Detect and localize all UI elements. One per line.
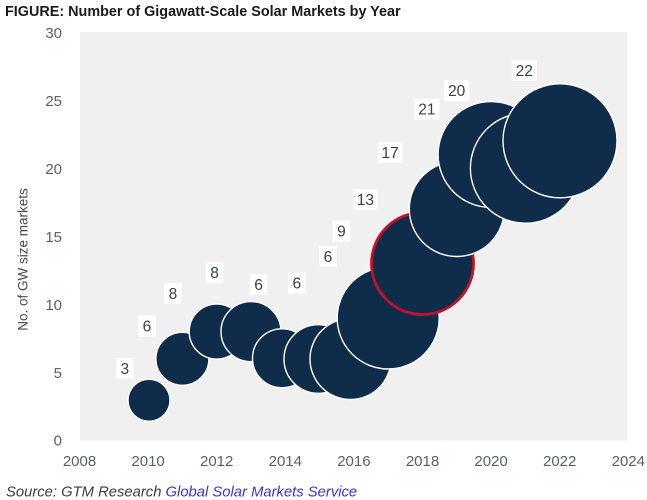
- svg-text:6: 6: [254, 277, 263, 294]
- svg-text:2010: 2010: [131, 453, 164, 470]
- svg-text:6: 6: [324, 249, 333, 266]
- svg-text:2014: 2014: [269, 453, 302, 470]
- svg-text:6: 6: [292, 275, 301, 292]
- svg-text:13: 13: [357, 192, 374, 209]
- svg-text:20: 20: [448, 83, 466, 100]
- svg-text:2020: 2020: [474, 453, 507, 470]
- svg-text:2012: 2012: [200, 453, 233, 470]
- svg-text:9: 9: [337, 224, 346, 241]
- svg-text:2024: 2024: [612, 453, 645, 470]
- svg-text:17: 17: [381, 145, 398, 162]
- svg-text:0: 0: [54, 433, 62, 450]
- svg-text:15: 15: [45, 229, 62, 246]
- svg-text:20: 20: [45, 161, 62, 178]
- svg-text:6: 6: [143, 319, 152, 336]
- svg-text:2016: 2016: [337, 453, 370, 470]
- svg-text:8: 8: [210, 265, 219, 282]
- svg-text:3: 3: [120, 361, 129, 378]
- svg-text:25: 25: [45, 93, 62, 110]
- svg-text:30: 30: [45, 25, 62, 42]
- svg-text:2008: 2008: [63, 453, 96, 470]
- svg-text:22: 22: [516, 63, 533, 80]
- svg-text:Source: GTM Research Global So: Source: GTM Research Global Solar Market…: [6, 484, 357, 500]
- svg-text:No. of GW size markets: No. of GW size markets: [16, 188, 31, 331]
- svg-text:2022: 2022: [543, 453, 576, 470]
- svg-text:8: 8: [169, 286, 178, 303]
- svg-text:21: 21: [418, 102, 435, 119]
- svg-text:FIGURE: Number of Gigawatt-Sca: FIGURE: Number of Gigawatt-Scale Solar M…: [5, 4, 401, 20]
- svg-text:5: 5: [54, 365, 62, 382]
- svg-text:10: 10: [45, 297, 62, 314]
- svg-text:2018: 2018: [406, 453, 439, 470]
